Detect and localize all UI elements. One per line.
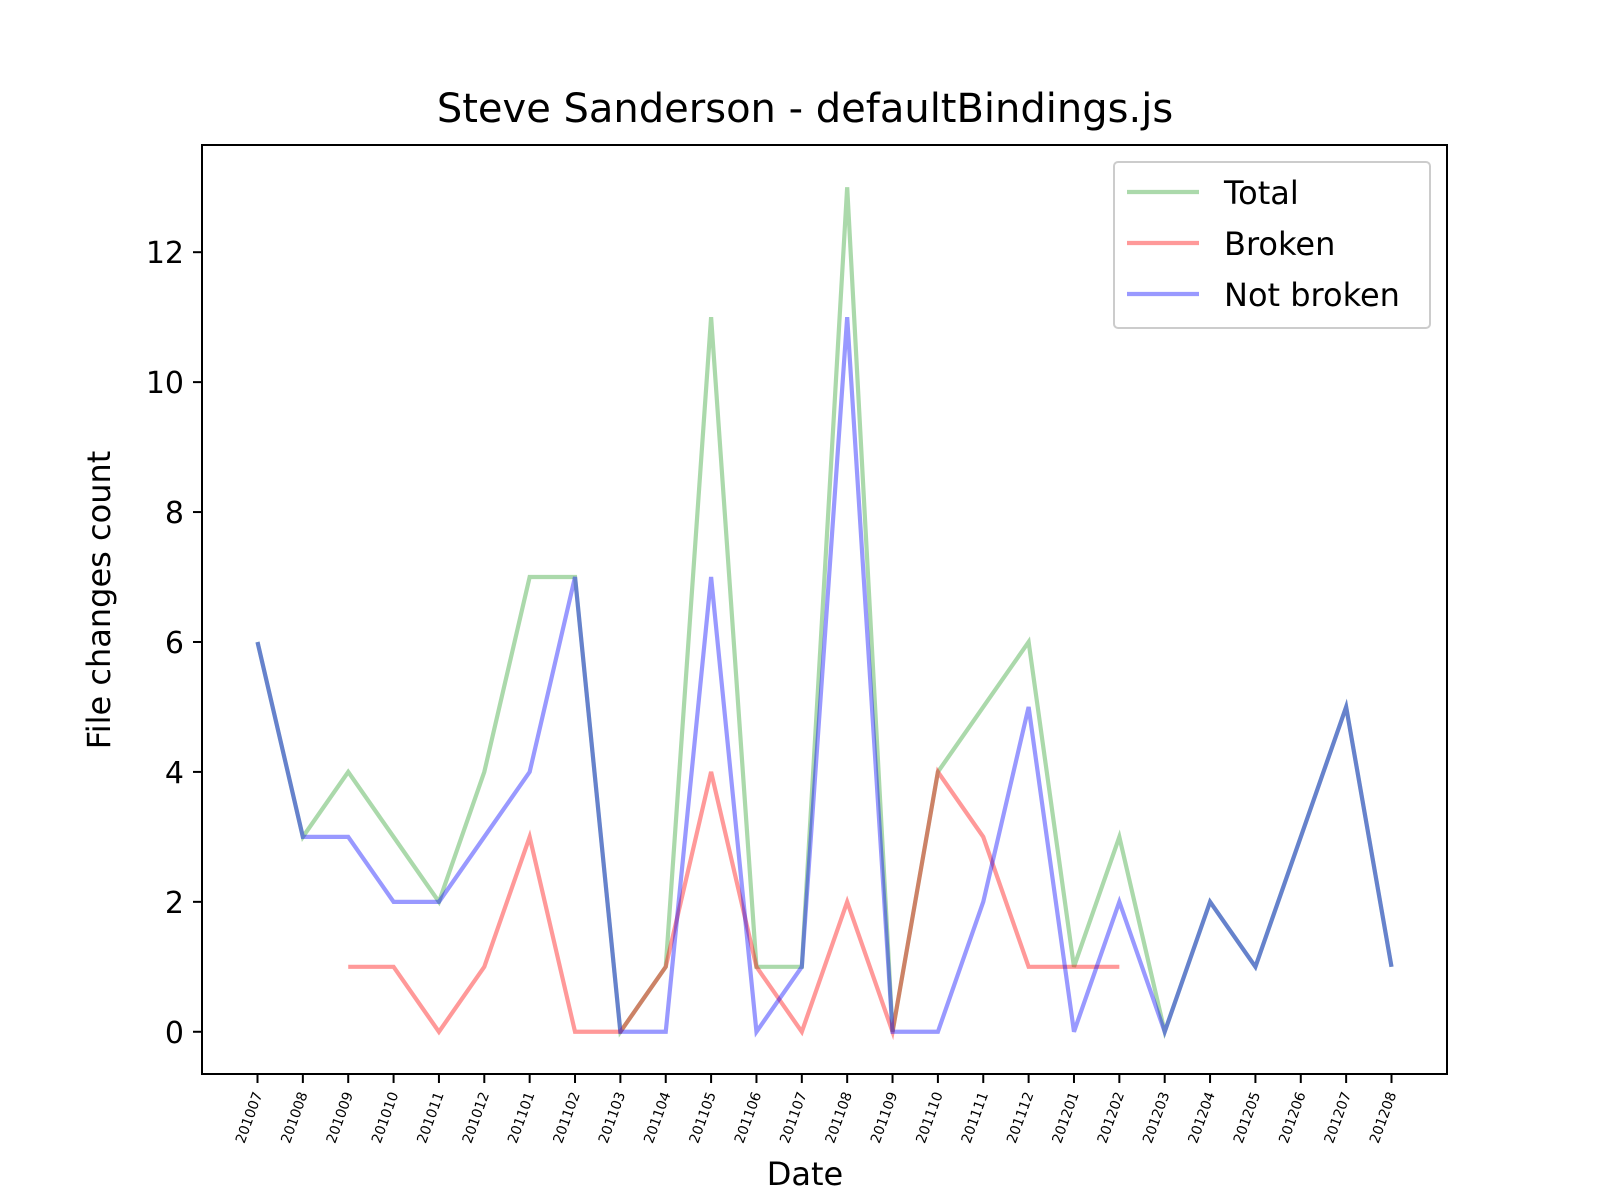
- data-point-broken: [437, 1030, 441, 1034]
- data-point-broken: [845, 900, 849, 904]
- y-tick-label: 2: [165, 886, 184, 921]
- legend-label-total: Total: [1223, 174, 1299, 212]
- data-point-total: [392, 835, 396, 839]
- data-point-not-broken: [1027, 705, 1031, 709]
- data-point-not-broken: [1299, 835, 1303, 839]
- x-axis-label: Date: [767, 1155, 843, 1193]
- series-line-not-broken: [255, 317, 1394, 1039]
- data-point-broken: [664, 965, 668, 969]
- y-axis-label: File changes count: [80, 451, 118, 750]
- data-point-broken: [936, 770, 940, 774]
- data-point-not-broken: [1072, 1030, 1076, 1034]
- data-point-not-broken: [800, 965, 804, 969]
- data-point-total: [1027, 640, 1031, 644]
- data-point-total: [981, 705, 985, 709]
- data-point-not-broken: [437, 900, 441, 904]
- data-point-not-broken: [709, 575, 713, 579]
- data-point-broken: [392, 965, 396, 969]
- data-point-not-broken: [936, 1030, 940, 1034]
- data-point-total: [845, 185, 849, 189]
- data-point-total: [1117, 835, 1121, 839]
- data-point-not-broken: [392, 900, 396, 904]
- data-point-not-broken: [301, 835, 305, 839]
- chart-title: Steve Sanderson - defaultBindings.js: [437, 86, 1173, 132]
- legend-label-not-broken: Not broken: [1224, 276, 1400, 314]
- data-point-not-broken: [1117, 900, 1121, 904]
- series-line-total: [255, 187, 1394, 1040]
- data-point-not-broken: [482, 835, 486, 839]
- y-tick-label: 12: [146, 236, 184, 271]
- data-point-broken: [981, 835, 985, 839]
- data-point-broken: [754, 965, 758, 969]
- y-tick-label: 0: [165, 1016, 184, 1051]
- plot-frame: [201, 144, 1448, 1075]
- data-point-broken: [1027, 965, 1031, 969]
- data-point-broken: [1072, 965, 1076, 969]
- y-tick-label: 10: [146, 366, 184, 401]
- data-point-not-broken: [981, 900, 985, 904]
- data-point-not-broken: [1253, 965, 1257, 969]
- y-tick-label: 6: [165, 626, 184, 661]
- data-point-total: [528, 575, 532, 579]
- data-point-not-broken: [346, 835, 350, 839]
- data-point-total: [482, 770, 486, 774]
- legend-label-broken: Broken: [1224, 225, 1335, 263]
- data-point-broken: [528, 835, 532, 839]
- data-point-not-broken: [1344, 705, 1348, 709]
- data-point-not-broken: [1390, 965, 1394, 969]
- data-point-total: [346, 770, 350, 774]
- data-point-not-broken: [256, 640, 260, 644]
- data-point-broken: [573, 1030, 577, 1034]
- legend: Total Broken Not broken: [1113, 161, 1431, 329]
- series-line-broken: [348, 766, 1120, 1041]
- data-point-broken: [800, 1030, 804, 1034]
- data-point-not-broken: [891, 1030, 895, 1034]
- data-point-not-broken: [528, 770, 532, 774]
- y-tick-label: 4: [165, 756, 184, 791]
- data-point-not-broken: [1163, 1030, 1167, 1034]
- data-point-not-broken: [618, 1030, 622, 1034]
- data-point-broken: [346, 965, 350, 969]
- y-tick-label: 8: [165, 496, 184, 531]
- data-point-not-broken: [754, 1030, 758, 1034]
- series-layer: [255, 185, 1394, 1041]
- legend-box: [1113, 161, 1431, 329]
- data-point-not-broken: [845, 315, 849, 319]
- data-point-broken: [709, 770, 713, 774]
- data-point-not-broken: [1208, 900, 1212, 904]
- data-point-broken: [482, 965, 486, 969]
- data-point-total: [709, 315, 713, 319]
- data-point-not-broken: [573, 575, 577, 579]
- data-point-not-broken: [664, 1030, 668, 1034]
- data-point-broken: [1117, 965, 1121, 969]
